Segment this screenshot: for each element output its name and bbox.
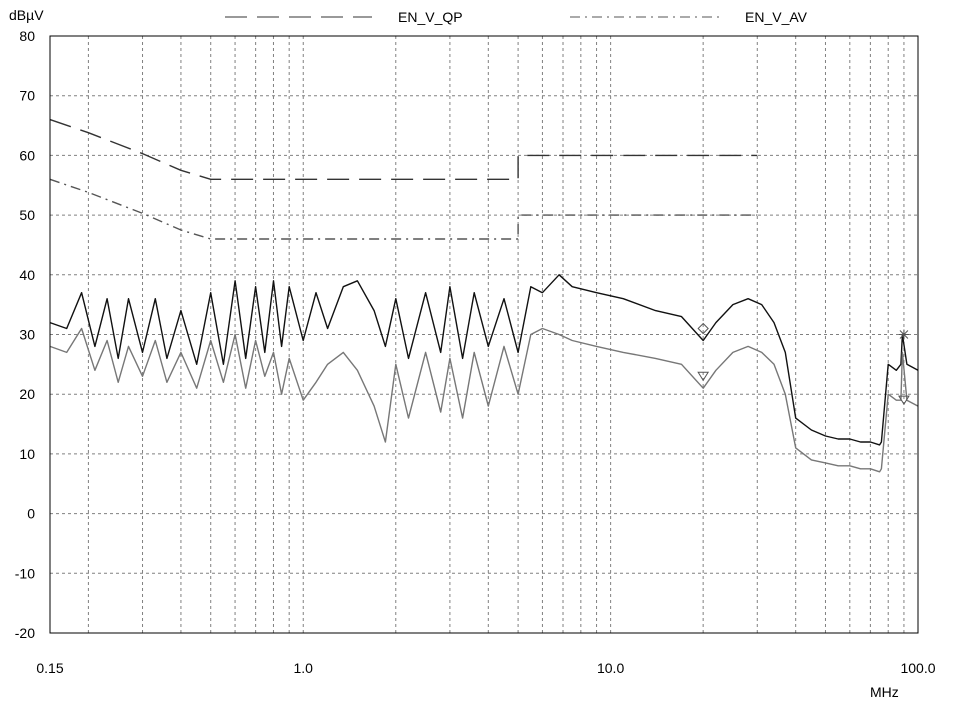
x-unit-label: MHz — [870, 684, 899, 700]
x-tick-label: 10.0 — [597, 660, 624, 676]
y-tick-label: -20 — [15, 625, 35, 641]
x-tick-label: 0.15 — [36, 660, 63, 676]
legend-av-label: EN_V_AV — [745, 9, 808, 25]
legend: EN_V_QP EN_V_AV — [225, 9, 808, 25]
y-tick-label: 0 — [27, 506, 35, 522]
y-tick-label: 50 — [19, 207, 35, 223]
x-tick-label: 1.0 — [294, 660, 314, 676]
y-tick-label: 80 — [19, 28, 35, 44]
y-tick-label: 70 — [19, 88, 35, 104]
y-unit-label: dBµV — [9, 7, 44, 23]
y-tick-labels: 80 70 60 50 40 30 20 10 0 -10 -20 — [15, 28, 35, 641]
series-line-4 — [49, 327, 919, 473]
x-tick-label: 100.0 — [900, 660, 935, 676]
plot-frame — [49, 35, 919, 634]
marker-triangle — [697, 371, 710, 382]
grid — [50, 36, 918, 633]
series-line-3 — [49, 274, 919, 446]
y-tick-label: -10 — [15, 565, 35, 581]
series-line-1 — [49, 118, 758, 181]
y-tick-label: 20 — [19, 386, 35, 402]
marker-asterisk — [898, 329, 909, 340]
series-group — [49, 118, 919, 473]
series-line-2 — [49, 178, 758, 240]
marker-diamond — [697, 322, 709, 335]
marker-triangle — [898, 395, 910, 406]
x-tick-labels: 0.15 1.0 10.0 100.0 — [36, 660, 935, 676]
y-tick-label: 30 — [19, 327, 35, 343]
legend-qp-label: EN_V_QP — [398, 9, 463, 25]
y-tick-label: 60 — [19, 147, 35, 163]
y-tick-label: 40 — [19, 267, 35, 283]
y-tick-label: 10 — [19, 446, 35, 462]
markers-group — [697, 322, 910, 406]
